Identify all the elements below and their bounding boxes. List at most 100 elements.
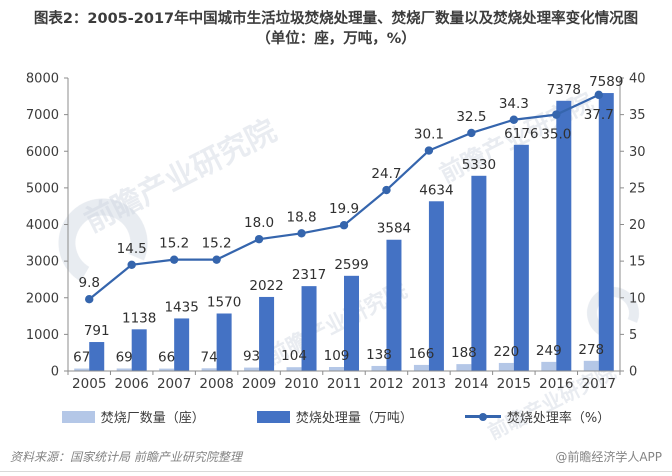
rate-label: 18.0: [244, 215, 274, 231]
rate-line-point: [169, 255, 179, 264]
legend-item-volume: 焚烧处理量（万吨）: [256, 407, 413, 426]
plant-count-label: 66: [158, 350, 175, 366]
left-axis-tick-label: 8000: [26, 72, 59, 87]
rate-line-point: [552, 110, 561, 119]
rate-label: 32.5: [456, 109, 486, 125]
bar-plant-count: [541, 361, 557, 371]
bar-plant-count: [159, 368, 175, 371]
bar-volume: [174, 318, 190, 371]
bottom-divider: [0, 471, 672, 472]
left-axis-tick-label: 7000: [26, 108, 59, 123]
plant-count-label: 220: [493, 344, 519, 360]
plant-count-label: 109: [324, 348, 350, 364]
bar-volume: [301, 286, 317, 371]
right-axis-tick-label: 15: [629, 255, 646, 270]
plant-count-label: 188: [451, 345, 477, 361]
left-axis-tick-label: 5000: [26, 181, 59, 196]
rate-label: 9.8: [78, 275, 99, 291]
x-category-label: 2007: [157, 376, 191, 392]
rate-line-point: [254, 234, 264, 244]
legend-line-marker: [464, 412, 501, 421]
combo-chart: 0 1000 2000 3000 4000 5000 6000 7000 8000 0 5 10 15 2…: [26, 72, 646, 393]
data-source-note: 资料来源：国家统计局 前瞻产业研究院整理: [10, 450, 242, 464]
x-category-label: 2015: [497, 376, 531, 392]
x-category-label: 2006: [115, 376, 149, 392]
bar-plant-count: [201, 368, 217, 371]
right-axis-tick-label: 30: [629, 145, 646, 160]
bar-volume: [471, 175, 487, 371]
bar-volume: [344, 275, 359, 371]
right-axis-tick-label: 5: [629, 328, 637, 343]
bar-volume: [386, 239, 402, 371]
volume-label: 7589: [589, 74, 623, 90]
x-category-label: 2016: [539, 376, 573, 392]
chart-title: 图表2：2005-2017年中国城市生活垃圾焚烧处理量、焚烧厂数量以及焚烧处理率…: [0, 9, 672, 49]
volume-label: 7378: [547, 82, 581, 98]
bar-plant-count: [371, 365, 387, 371]
volume-label: 4634: [419, 182, 453, 198]
volume-label: 1138: [122, 310, 156, 326]
bar-plant-count: [286, 367, 302, 371]
bar-plant-count: [116, 368, 132, 371]
rate-line-point: [297, 229, 306, 238]
rate-line-point: [424, 146, 434, 155]
chart-title-line1: 图表2：2005-2017年中国城市生活垃圾焚烧处理量、焚烧厂数量以及焚烧处理率…: [33, 11, 639, 27]
x-category-label: 2010: [284, 376, 318, 392]
volume-label: 1435: [164, 299, 198, 315]
chart-legend: 焚烧厂数量（座） 焚烧处理量（万吨） 焚烧处理率（%）: [0, 407, 672, 426]
left-axis-tick-label: 3000: [26, 255, 59, 270]
rate-label: 30.1: [414, 127, 444, 143]
legend-label-volume: 焚烧处理量（万吨）: [295, 411, 413, 426]
right-axis-tick-label: 20: [629, 218, 646, 233]
rate-label: 35.0: [541, 127, 571, 143]
rate-label: 14.5: [117, 241, 147, 257]
x-category-label: 2013: [412, 376, 446, 392]
rate-label: 18.8: [287, 209, 317, 225]
rate-line-point: [339, 221, 349, 230]
volume-label: 5330: [462, 157, 496, 173]
chart-footer: 资料来源：国家统计局 前瞻产业研究院整理 @前瞻经济学人APP: [10, 448, 662, 465]
left-axis-tick-label: 4000: [26, 218, 59, 233]
x-category-label: 2012: [369, 376, 403, 392]
volume-label: 2599: [334, 257, 368, 273]
bar-volume: [556, 100, 572, 371]
rate-line-point: [212, 255, 221, 264]
plant-count-label: 166: [409, 346, 435, 362]
legend-line-dot: [478, 412, 487, 421]
bar-volume: [259, 296, 275, 371]
plant-count-label: 69: [116, 349, 133, 365]
bar-plant-count: [583, 360, 599, 371]
right-axis-tick-label: 10: [629, 291, 646, 306]
volume-label: 791: [84, 323, 110, 339]
legend-item-plant-count: 焚烧厂数量（座）: [61, 407, 205, 426]
legend-swatch-plant-count: [61, 410, 95, 423]
bar-plant-count: [456, 364, 472, 371]
rate-label: 24.7: [371, 166, 401, 182]
rate-line-point: [127, 260, 136, 269]
bar-volume: [89, 342, 105, 371]
left-axis-tick-label: 0: [51, 365, 59, 380]
legend-label-plant-count: 焚烧厂数量（座）: [100, 411, 205, 426]
bar-plant-count: [498, 362, 514, 371]
volume-label: 2317: [292, 267, 326, 283]
bar-volume: [598, 93, 614, 372]
rate-label: 37.7: [584, 107, 614, 123]
bar-volume: [428, 201, 444, 371]
bar-volume: [513, 144, 529, 371]
right-axis-tick-label: 0: [629, 365, 637, 380]
right-axis-tick-label: 25: [629, 181, 646, 196]
bar-volume: [131, 329, 147, 371]
bar-plant-count: [244, 367, 260, 371]
x-category-label: 2011: [327, 376, 361, 392]
left-axis-tick-label: 6000: [26, 145, 59, 160]
rate-line-point: [467, 128, 476, 138]
rate-line-point: [382, 185, 391, 195]
plant-count-label: 67: [73, 350, 90, 366]
plant-count-label: 278: [578, 342, 604, 358]
x-category-label: 2005: [72, 376, 106, 392]
rate-line-point: [594, 90, 603, 100]
left-axis-tick-label: 2000: [26, 291, 59, 306]
x-category-label: 2008: [199, 376, 233, 392]
volume-label: 6176: [504, 126, 538, 142]
